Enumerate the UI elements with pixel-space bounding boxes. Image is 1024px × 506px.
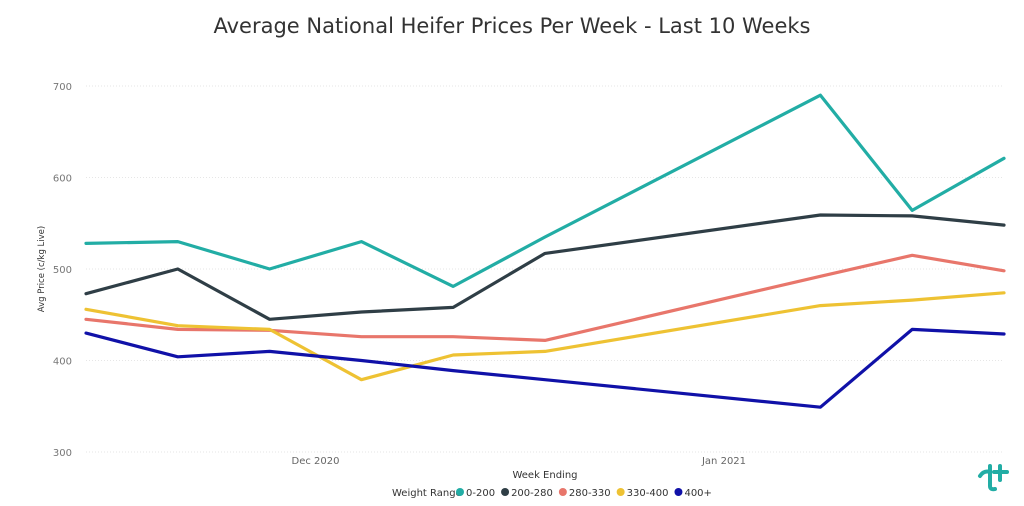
brand-logo-icon bbox=[978, 464, 1009, 492]
legend-marker bbox=[501, 488, 510, 496]
series-line bbox=[84, 291, 1006, 382]
series-line bbox=[84, 93, 1006, 288]
legend-item-label: 280-330 bbox=[569, 488, 611, 499]
y-tick-label: 300 bbox=[53, 448, 72, 459]
x-tick-label: Jan 2021 bbox=[701, 456, 746, 467]
legend-item-label: 330-400 bbox=[627, 488, 669, 499]
series-line bbox=[84, 327, 1006, 409]
y-tick-label: 700 bbox=[53, 82, 72, 93]
legend-marker bbox=[674, 488, 683, 496]
legend-item-label: 400+ bbox=[684, 488, 711, 499]
legend-marker bbox=[456, 488, 464, 496]
legend-item-label: 200-280 bbox=[511, 488, 553, 499]
legend-marker bbox=[558, 488, 567, 496]
y-tick-label: 400 bbox=[53, 357, 72, 368]
x-axis-label: Week Ending bbox=[512, 470, 577, 481]
chart-title: Average National Heifer Prices Per Week … bbox=[213, 14, 811, 38]
series-line bbox=[84, 213, 1006, 321]
x-tick-label: Dec 2020 bbox=[292, 456, 340, 467]
y-axis-label: Avg Price (c/kg Live) bbox=[37, 226, 47, 312]
series-line bbox=[84, 253, 1006, 342]
legend-marker bbox=[616, 488, 625, 496]
y-tick-label: 600 bbox=[53, 174, 72, 185]
legend-item-label: 0-200 bbox=[466, 488, 495, 499]
y-tick-label: 500 bbox=[53, 265, 72, 276]
legend-title: Weight Range bbox=[392, 488, 462, 499]
